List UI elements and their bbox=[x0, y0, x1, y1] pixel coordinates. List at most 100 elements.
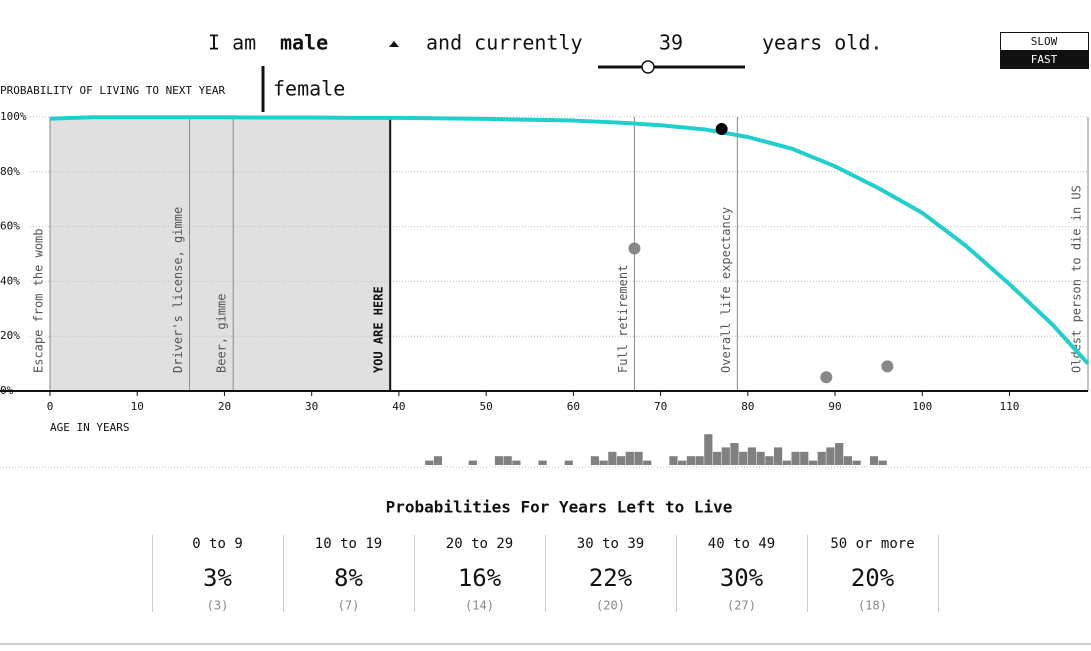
speed-slow-label[interactable]: SLOW bbox=[1031, 35, 1058, 48]
x-tick-label: 30 bbox=[305, 400, 318, 413]
survival-line bbox=[49, 115, 1090, 365]
simulated-dot bbox=[820, 371, 833, 384]
histogram-bar bbox=[512, 460, 521, 465]
histogram-bar bbox=[869, 456, 879, 465]
speed-fast-button[interactable] bbox=[1000, 50, 1089, 69]
histogram-bar bbox=[730, 443, 739, 465]
x-tick-label: 60 bbox=[567, 400, 580, 413]
chart: 0%20%40%60%80%100%PROBABILITY OF LIVING … bbox=[0, 84, 1090, 434]
histogram-bar bbox=[721, 447, 730, 465]
x-tick-label: 70 bbox=[654, 400, 667, 413]
x-tick-label: 0 bbox=[47, 400, 54, 413]
histogram-bar bbox=[468, 460, 477, 465]
sentence-middle: and currently bbox=[426, 31, 583, 55]
age-slider-knob[interactable] bbox=[641, 60, 655, 74]
histogram-bar bbox=[835, 443, 844, 465]
histogram-bar bbox=[433, 456, 443, 465]
histogram-bar bbox=[782, 460, 791, 465]
histogram-bar bbox=[800, 451, 809, 465]
column-label: 0 to 9 bbox=[192, 536, 243, 552]
histogram-bar bbox=[739, 451, 748, 465]
histogram-bar bbox=[616, 456, 626, 465]
column-label: 20 to 29 bbox=[446, 536, 513, 552]
current-dot bbox=[715, 123, 728, 136]
column-count: (18) bbox=[858, 599, 887, 613]
column-label: 30 to 39 bbox=[577, 536, 644, 552]
histogram-bar bbox=[791, 451, 800, 465]
column-percent: 20% bbox=[851, 564, 895, 592]
histogram-bar bbox=[712, 451, 722, 465]
histogram-bar bbox=[704, 434, 713, 465]
age-value: 39 bbox=[659, 31, 683, 55]
annotation-label: Driver's license, gimme bbox=[171, 207, 185, 373]
x-tick-label: 90 bbox=[828, 400, 841, 413]
histogram-bar bbox=[826, 447, 835, 465]
histogram-bar bbox=[564, 460, 573, 465]
sentence-prefix: I am bbox=[208, 31, 256, 55]
simulated-dot bbox=[628, 242, 641, 255]
summary-table: Probabilities For Years Left to Live 0 to… bbox=[152, 498, 939, 613]
x-tick-label: 20 bbox=[218, 400, 231, 413]
histogram-bar bbox=[425, 460, 434, 465]
column-label: 40 to 49 bbox=[708, 536, 775, 552]
x-tick-label: 80 bbox=[741, 400, 754, 413]
histogram-bar bbox=[608, 451, 617, 465]
you-are-here-label: YOU ARE HERE bbox=[372, 286, 386, 373]
histogram-bar bbox=[503, 456, 512, 465]
column-percent: 22% bbox=[589, 564, 633, 592]
histogram-bar bbox=[843, 456, 852, 465]
column-label: 10 to 19 bbox=[315, 536, 382, 552]
dropdown-caret[interactable] bbox=[389, 41, 399, 47]
x-tick-label: 100 bbox=[912, 400, 932, 413]
sex-select[interactable]: male bbox=[280, 31, 328, 55]
summary-title: Probabilities For Years Left to Live bbox=[386, 498, 733, 517]
column-percent: 3% bbox=[203, 564, 232, 592]
lived-region bbox=[50, 117, 391, 391]
annotation-label: Full retirement bbox=[616, 265, 630, 373]
annotation-label: Overall life expectancy bbox=[719, 207, 733, 373]
column-count: (20) bbox=[596, 599, 625, 613]
annotation-label: Escape from the womb bbox=[32, 229, 46, 374]
histogram-bar bbox=[643, 460, 652, 465]
histogram-bar bbox=[590, 456, 600, 465]
annotation-label: Beer, gimme bbox=[215, 294, 229, 373]
y-tick-label: 20% bbox=[0, 329, 20, 342]
histogram-bar bbox=[747, 447, 757, 465]
x-tick-label: 110 bbox=[1000, 400, 1020, 413]
histogram-bar bbox=[878, 460, 887, 465]
histogram-bar bbox=[852, 460, 861, 465]
column-count: (3) bbox=[207, 599, 229, 613]
dropdown-menu bbox=[256, 66, 366, 112]
y-tick-label: 40% bbox=[0, 274, 20, 287]
histogram-bar bbox=[599, 460, 608, 465]
annotation-label: Oldest person to die in US bbox=[1070, 185, 1084, 373]
histogram bbox=[0, 434, 1091, 468]
sentence-suffix: years old. bbox=[762, 31, 882, 55]
sex-option[interactable]: female bbox=[273, 77, 345, 101]
column-percent: 16% bbox=[458, 564, 502, 592]
speed-fast-label[interactable]: FAST bbox=[1031, 53, 1058, 66]
y-tick-label: 100% bbox=[0, 110, 27, 123]
histogram-bar bbox=[494, 456, 504, 465]
histogram-bar bbox=[756, 451, 765, 465]
column-label: 50 or more bbox=[830, 536, 914, 552]
histogram-bar bbox=[695, 456, 704, 465]
histogram-bar bbox=[538, 460, 547, 465]
histogram-bar bbox=[634, 451, 643, 465]
column-percent: 30% bbox=[720, 564, 764, 592]
x-tick-label: 10 bbox=[131, 400, 144, 413]
y-tick-label: 80% bbox=[0, 165, 20, 178]
column-count: (14) bbox=[465, 599, 494, 613]
histogram-bar bbox=[773, 447, 783, 465]
x-tick-label: 50 bbox=[480, 400, 493, 413]
histogram-bar bbox=[817, 451, 826, 465]
column-count: (27) bbox=[727, 599, 756, 613]
histogram-bar bbox=[669, 456, 678, 465]
y-axis-label: PROBABILITY OF LIVING TO NEXT YEAR bbox=[0, 84, 226, 97]
histogram-bar bbox=[625, 451, 634, 465]
column-percent: 8% bbox=[334, 564, 363, 592]
histogram-bar bbox=[808, 460, 818, 465]
x-axis-label: AGE IN YEARS bbox=[50, 421, 129, 434]
